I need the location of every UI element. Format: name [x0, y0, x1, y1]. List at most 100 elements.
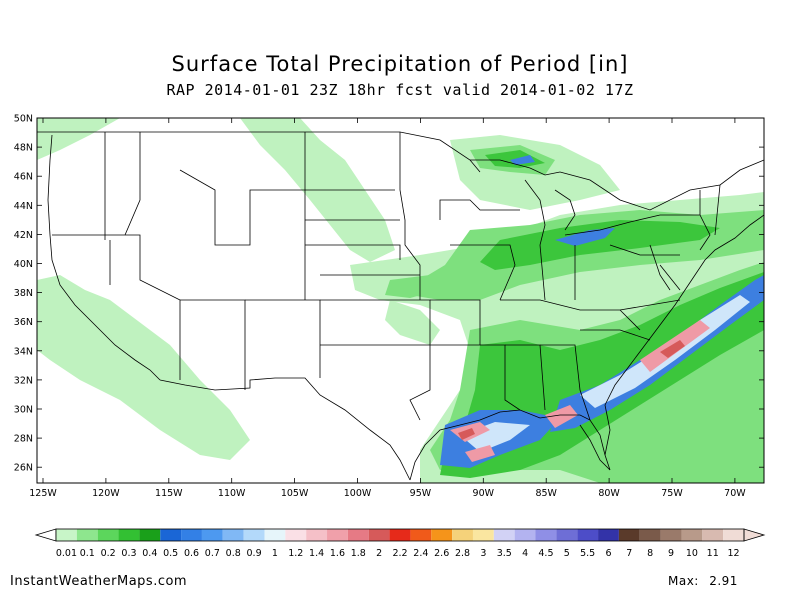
- color-legend: 0.01 0.1 0.2 0.3 0.4 0.5 0.6 0.7 0.8 0.9 1 1.2 1.4 1.…: [34, 528, 766, 559]
- colorbar-label: 7: [626, 548, 632, 559]
- lon-label: 120W: [92, 488, 120, 499]
- colorbar-swatch: [452, 529, 473, 541]
- colorbar-label: 1.6: [330, 548, 345, 559]
- lat-label: 38N: [14, 288, 33, 299]
- colorbar-swatch: [723, 529, 744, 541]
- map-title: Surface Total Precipitation of Period [i…: [171, 52, 629, 76]
- colorbar-swatch: [368, 529, 390, 541]
- lon-label: 70W: [724, 488, 746, 499]
- colorbar-label: 0.6: [184, 548, 199, 559]
- colorbar-swatch: [97, 529, 119, 541]
- lon-label: 80W: [598, 488, 620, 499]
- latitude-axis: 50N 48N 46N 44N 42N 40N 38N 36N 34N 32N 30N 28N 26N: [14, 114, 764, 474]
- map-subtitle: RAP 2014-01-01 23Z 18hr fcst valid 2014-…: [166, 81, 634, 99]
- colorbar-label: 1: [272, 548, 278, 559]
- colorbar-swatch: [306, 529, 328, 541]
- colorbar-label: 0.7: [205, 548, 220, 559]
- lon-label: 115W: [155, 488, 183, 499]
- colorbar-swatch: [514, 529, 536, 541]
- colorbar-left-arrow: [34, 528, 57, 542]
- colorbar-label: 4: [522, 548, 528, 559]
- colorbar-swatch: [285, 529, 307, 541]
- colorbar-label: 5: [564, 548, 570, 559]
- colorbar-label: 2.4: [413, 548, 428, 559]
- colorbar-swatch: [347, 529, 369, 541]
- lat-label: 40N: [14, 259, 33, 270]
- map-frame: [36, 117, 765, 484]
- colorbar-swatch: [598, 529, 619, 541]
- colorbar-label: 0.01: [56, 548, 77, 559]
- lon-label: 125W: [29, 488, 57, 499]
- colorbar-swatch: [201, 529, 223, 541]
- colorbar-swatch: [431, 529, 453, 541]
- colorbar-label: 0.9: [247, 548, 262, 559]
- lon-label: 90W: [473, 488, 495, 499]
- colorbar-swatch: [681, 529, 703, 541]
- colorbar-frame: [55, 528, 745, 542]
- lat-label: 36N: [14, 317, 33, 328]
- colorbar-label: 2.2: [392, 548, 407, 559]
- colorbar-swatch: [535, 529, 557, 541]
- max-readout: Max: 2.91: [668, 574, 738, 588]
- colorbar-label: 6: [605, 548, 611, 559]
- colorbar-swatch: [222, 529, 244, 541]
- colorbar-swatch: [76, 529, 98, 541]
- lat-label: 48N: [14, 143, 33, 154]
- colorbar-label: 2: [376, 548, 382, 559]
- colorbar-swatch: [181, 529, 202, 541]
- colorbar-label: 0.8: [226, 548, 241, 559]
- colorbar-right-arrow: [743, 528, 766, 542]
- lon-label: 85W: [535, 488, 557, 499]
- colorbar-label: 0.4: [142, 548, 157, 559]
- lat-label: 32N: [14, 375, 33, 386]
- precip-red-areas: [458, 340, 685, 440]
- colorbar-label: 1.4: [309, 548, 324, 559]
- colorbar-swatch: [702, 529, 724, 541]
- lon-label: 75W: [661, 488, 683, 499]
- colorbar-swatch: [493, 529, 515, 541]
- max-label: Max:: [668, 574, 699, 588]
- lat-label: 34N: [14, 346, 33, 357]
- colorbar-label: 2.6: [434, 548, 449, 559]
- colorbar-label: 8: [647, 548, 653, 559]
- state-boundaries: [37, 131, 764, 481]
- colorbar-swatch: [472, 529, 494, 541]
- colorbar-swatch: [139, 529, 161, 541]
- colorbar-label: 2.8: [455, 548, 470, 559]
- lon-label: 110W: [218, 488, 246, 499]
- colorbar-swatch: [327, 529, 348, 541]
- colorbar-label: 3.5: [497, 548, 512, 559]
- colorbar-swatch: [264, 529, 286, 541]
- colorbar-swatch: [243, 529, 265, 541]
- colorbar-swatch: [618, 529, 640, 541]
- site-credit: InstantWeatherMaps.com: [10, 574, 188, 589]
- lat-label: 44N: [14, 201, 33, 212]
- colorbar-label: 0.5: [163, 548, 178, 559]
- colorbar-swatch: [577, 529, 599, 541]
- colorbar-label: 9: [668, 548, 674, 559]
- colorbar-label: 3: [480, 548, 486, 559]
- lon-label: 100W: [344, 488, 372, 499]
- colorbar-swatch: [56, 529, 77, 541]
- colorbar-swatch: [118, 529, 140, 541]
- lat-label: 30N: [14, 405, 33, 416]
- lat-label: 26N: [14, 463, 33, 474]
- max-value: 2.91: [709, 574, 738, 588]
- lat-label: 42N: [14, 230, 33, 241]
- lat-label: 46N: [14, 172, 33, 183]
- colorbar-swatch: [639, 529, 661, 541]
- lon-label: 95W: [410, 488, 432, 499]
- colorbar-label: 12: [728, 548, 740, 559]
- colorbar-label: 10: [686, 548, 698, 559]
- lat-label: 28N: [14, 434, 33, 445]
- colorbar-swatch: [389, 529, 411, 541]
- colorbar-swatch: [660, 529, 682, 541]
- colorbar-label: 4.5: [538, 548, 553, 559]
- colorbar-swatch: [410, 529, 432, 541]
- colorbar-label: 11: [707, 548, 719, 559]
- colorbar-label: 1.8: [351, 548, 366, 559]
- colorbar-label: 0.2: [101, 548, 116, 559]
- lon-label: 105W: [281, 488, 309, 499]
- longitude-axis: 125W 120W 115W 110W 105W 100W 95W 90W 85W 80W 75W 7…: [29, 118, 746, 499]
